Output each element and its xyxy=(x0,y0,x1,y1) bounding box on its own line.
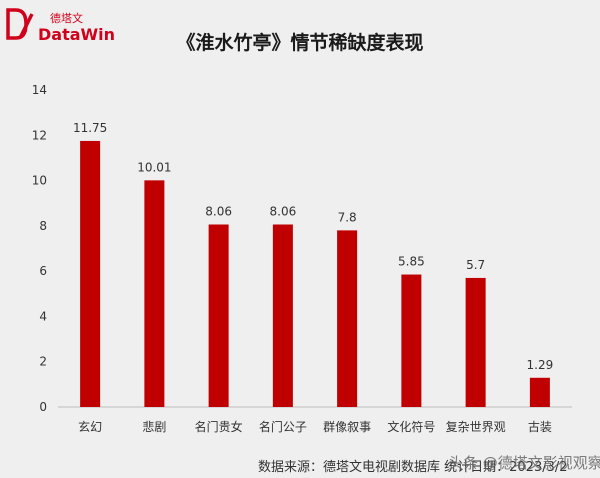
y-tick-label: 8 xyxy=(39,219,47,233)
logo-mark-icon xyxy=(6,8,34,40)
y-tick-label: 10 xyxy=(32,174,47,188)
bar xyxy=(529,377,550,407)
bar xyxy=(144,180,165,407)
bar-value-label: 7.8 xyxy=(338,210,357,224)
bar-value-label: 8.06 xyxy=(270,204,297,218)
logo-cn-text: 德塔文 xyxy=(50,11,83,25)
bar-value-label: 11.75 xyxy=(73,121,107,135)
x-category-label: 玄幻 xyxy=(78,419,102,434)
x-category-label: 群像叙事 xyxy=(323,420,371,434)
bar-value-label: 8.06 xyxy=(205,204,232,218)
data-source-footer: 数据来源：德塔文电视剧数据库 统计日期：2023/3/2 xyxy=(258,460,568,475)
chart-title: 《淮水竹亭》情节稀缺度表现 xyxy=(176,32,424,54)
bar-value-label: 10.01 xyxy=(137,160,171,174)
x-category-label: 文化符号 xyxy=(387,419,435,434)
y-tick-label: 12 xyxy=(32,128,47,142)
logo-en-text: DataWin xyxy=(38,25,115,44)
y-tick-label: 6 xyxy=(39,264,47,278)
x-category-label: 悲剧 xyxy=(142,419,166,434)
y-tick-label: 0 xyxy=(39,400,47,414)
bar xyxy=(272,224,293,407)
bar-value-label: 5.7 xyxy=(466,258,485,272)
x-category-label: 名门贵女 xyxy=(195,419,243,434)
bar xyxy=(337,230,358,407)
bar xyxy=(80,140,101,408)
bar xyxy=(465,277,486,407)
bar-value-label: 1.29 xyxy=(527,358,554,372)
watermark: 头条 @德塔文影视观察 xyxy=(448,454,600,472)
x-category-label: 名门公子 xyxy=(259,419,307,434)
y-tick-label: 14 xyxy=(32,83,47,97)
y-tick-label: 2 xyxy=(39,355,47,369)
bar xyxy=(208,224,229,407)
x-category-label: 复杂世界观 xyxy=(446,420,506,434)
bar xyxy=(401,274,422,407)
datawin-logo: 德塔文 DataWin xyxy=(6,8,126,44)
x-category-label: 古装 xyxy=(528,419,552,434)
bar-value-label: 5.85 xyxy=(398,255,425,269)
y-tick-label: 4 xyxy=(39,309,47,323)
